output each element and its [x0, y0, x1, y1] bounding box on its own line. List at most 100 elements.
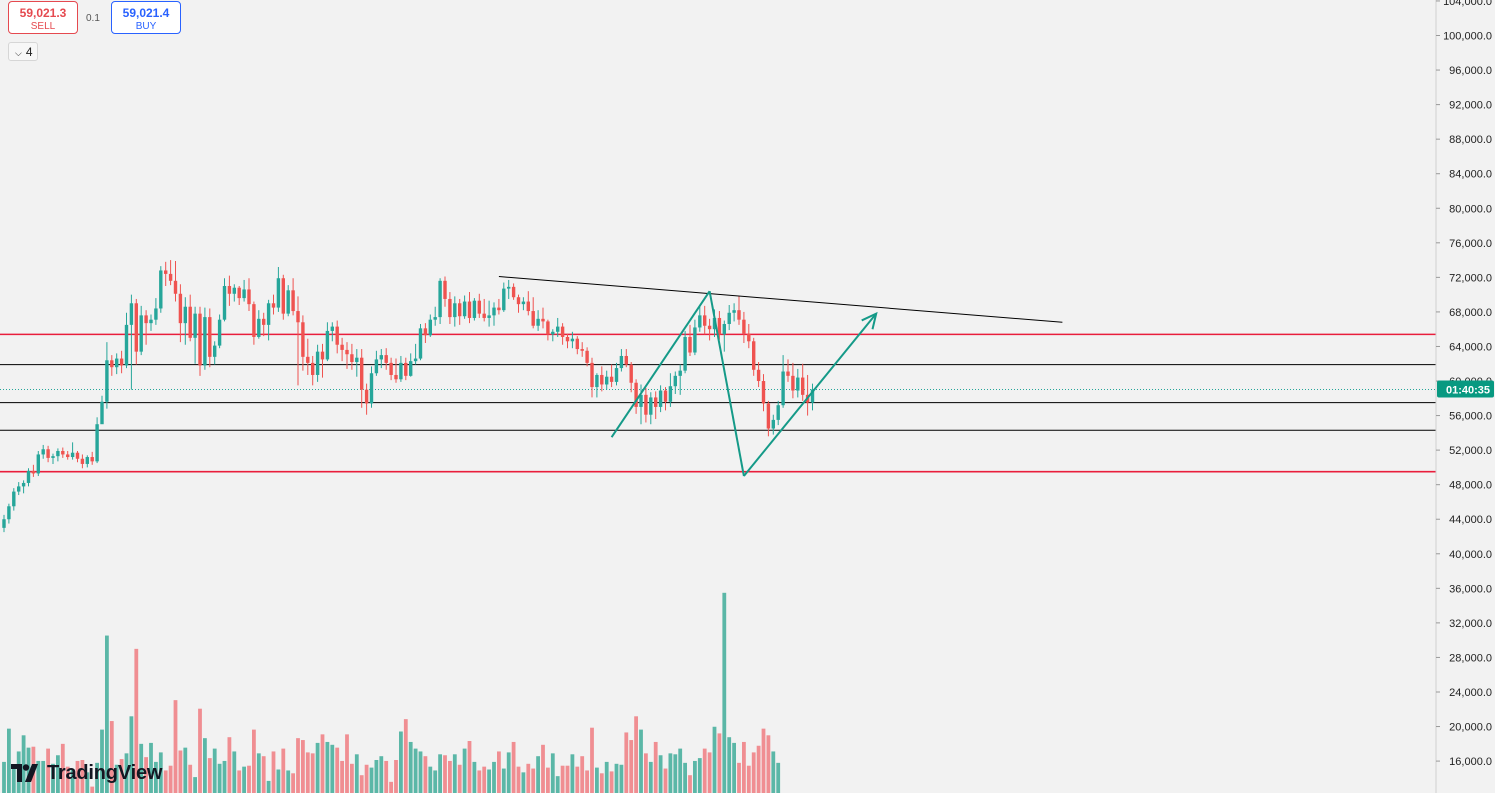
candlesticks: [2, 260, 815, 533]
candle: [46, 445, 50, 463]
candle-body: [575, 338, 579, 350]
volume-bar: [688, 775, 692, 793]
volume-bar: [212, 748, 217, 793]
candle: [732, 303, 736, 322]
price-tick-label: 44,000.0: [1449, 514, 1492, 526]
candle-body: [164, 270, 168, 274]
candle-body: [585, 350, 589, 363]
candle-body: [105, 360, 109, 402]
buy-button[interactable]: 59,021.4 BUY: [111, 1, 181, 34]
candle: [810, 383, 815, 411]
candle: [154, 298, 158, 325]
candle-body: [521, 301, 526, 305]
last-price-countdown: 01:40:35: [1446, 384, 1490, 396]
candle-body: [198, 313, 202, 366]
volume-bar: [590, 727, 594, 793]
volume-bar: [717, 733, 722, 793]
candle-body: [433, 317, 437, 320]
candle: [330, 322, 334, 342]
tradingview-logo[interactable]: TradingView: [11, 760, 162, 786]
volume-bar: [11, 765, 16, 793]
candle-body: [17, 486, 21, 492]
volume-bar: [756, 745, 761, 793]
volume-bar: [154, 761, 158, 793]
candle: [232, 284, 236, 302]
candle-body: [472, 300, 477, 318]
volume-bar: [124, 753, 129, 793]
volume-bar: [497, 751, 501, 793]
price-tick-label: 16,000.0: [1449, 756, 1492, 768]
candle-body: [271, 303, 276, 308]
candle: [531, 297, 535, 329]
candle: [75, 450, 80, 463]
volume-bar: [134, 648, 139, 793]
candle: [306, 338, 310, 375]
volume-bar: [286, 770, 291, 793]
candle: [291, 278, 295, 316]
candle: [394, 358, 398, 383]
price-tick-label: 64,000.0: [1449, 341, 1492, 353]
candle-body: [507, 286, 511, 289]
arrowhead-icon: [861, 311, 878, 330]
volume-bar: [21, 735, 26, 793]
candle-body: [752, 341, 756, 370]
candle: [683, 330, 687, 374]
candle: [168, 260, 173, 286]
volume-bar: [80, 760, 85, 793]
candle-body: [213, 345, 217, 357]
volume-bar: [281, 748, 286, 793]
zigzag-up-line[interactable]: [610, 290, 711, 438]
candle: [164, 261, 168, 287]
volume-bar: [310, 753, 315, 793]
volume-bar: [683, 762, 687, 793]
candle: [575, 336, 579, 355]
volume-bar: [575, 766, 580, 793]
brand-name: TradingView: [47, 761, 163, 784]
volume-bar: [452, 754, 457, 793]
volume-bar: [168, 765, 173, 793]
candle-body: [428, 319, 432, 336]
candle: [634, 379, 638, 414]
candle-body: [61, 450, 65, 455]
zigzag-down-line[interactable]: [708, 291, 745, 477]
volume-bar: [418, 751, 423, 793]
volume-bar: [350, 763, 354, 793]
candle-body: [477, 300, 481, 314]
volume-bar: [746, 765, 751, 793]
volume-bar: [320, 734, 325, 793]
candle: [776, 400, 780, 426]
volume-bar: [198, 708, 202, 793]
trendline[interactable]: [498, 276, 1063, 323]
projection-arrow-line[interactable]: [743, 313, 877, 477]
volume-bar: [555, 776, 560, 793]
candle-body: [678, 370, 682, 376]
volume-bar: [722, 592, 727, 793]
candle: [95, 417, 99, 464]
volume-bar: [222, 760, 227, 793]
candle: [722, 320, 726, 352]
sell-button[interactable]: 59,021.3 SELL: [8, 1, 78, 34]
candle-body: [786, 371, 790, 376]
candle: [649, 392, 653, 425]
volume-bar: [183, 747, 188, 793]
candle-body: [614, 368, 619, 382]
candle: [311, 355, 315, 386]
candle-body: [688, 336, 692, 353]
candle: [105, 342, 109, 409]
candle-body: [668, 386, 673, 402]
candle-body: [144, 315, 148, 324]
collapse-indicators-button[interactable]: ⌵ 4: [8, 42, 38, 61]
candle: [242, 279, 246, 302]
candle-body: [609, 376, 614, 382]
price-tick-label: 80,000.0: [1449, 203, 1492, 215]
candle-body: [208, 317, 212, 357]
candle-body: [193, 313, 197, 338]
candle: [66, 450, 70, 460]
candle: [404, 357, 408, 381]
candle: [796, 368, 800, 398]
candle-body: [315, 351, 320, 375]
volume-bar: [751, 752, 756, 793]
candle: [237, 286, 241, 306]
volume-bar: [129, 716, 134, 793]
